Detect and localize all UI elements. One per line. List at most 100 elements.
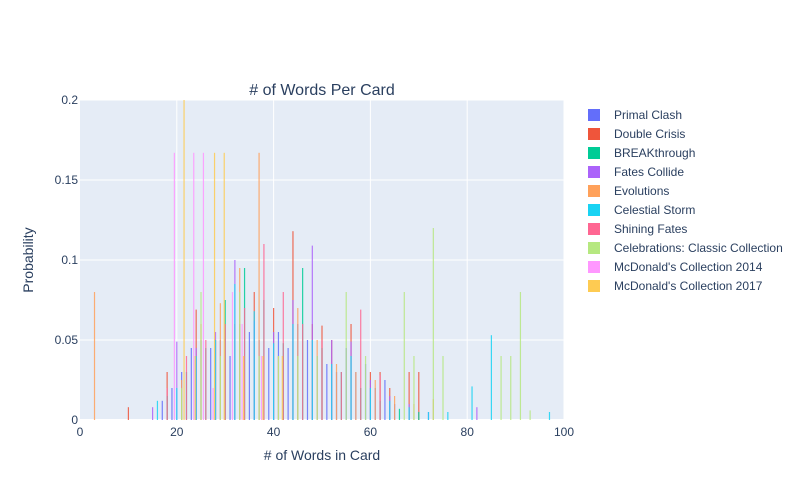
bar-4-9 [335,364,338,420]
bar-4-5 [258,152,260,421]
bar-5-4 [234,284,236,420]
bar-5-5 [253,311,255,420]
bar-0-9 [248,332,250,420]
bar-8-2 [202,152,205,421]
legend: Primal Clash Double Crisis BREAKthrough Fat… [588,108,783,293]
legend-swatch [588,166,600,178]
bar-6-7 [302,324,304,420]
bar-6-11 [379,375,381,420]
bar-5-12 [389,400,391,420]
bar-0-5 [210,348,212,420]
bar-9-5 [262,356,264,420]
bar-0-17 [326,364,328,420]
bar-7-3 [239,292,241,420]
bar-8-0 [173,152,175,421]
bar-0-3 [190,348,192,420]
bar-7-4 [258,356,260,420]
y-tick-label: 0.1 [61,253,78,267]
x-tick-label: 80 [461,425,475,439]
bar-3-1 [176,341,178,420]
bar-4-12 [394,396,396,420]
bar-1-0 [127,407,129,420]
bar-5-18 [548,412,551,420]
bar-2-12 [398,408,401,420]
legend-swatch [588,204,600,216]
bar-8-3 [212,388,214,420]
bar-7-12 [432,228,434,420]
bar-3-8 [311,245,313,420]
bar-8-6 [260,356,263,420]
bar-7-10 [403,292,405,420]
bar-6-10 [360,309,362,420]
bar-5-10 [350,356,352,420]
bar-0-15 [306,340,309,420]
bar-5-13 [408,407,410,420]
y-tick-label: 0.05 [55,333,79,347]
bar-9-2 [213,152,216,421]
bar-5-1 [176,388,178,420]
bar-0-7 [229,356,231,420]
x-tick-label: 100 [554,425,574,439]
bar-3-15 [476,407,478,420]
bar-7-8 [345,292,347,420]
bar-7-0 [181,388,183,420]
bar-5-6 [273,343,275,420]
bar-4-11 [374,380,376,420]
legend-label: Celebrations: Classic Collection [614,241,783,255]
bar-7-11 [413,356,415,420]
y-axis-label: Probability [20,227,36,292]
bar-5-11 [369,388,371,420]
bar-3-0 [152,407,154,420]
legend-label: Celestial Storm [614,203,695,217]
legend-swatch [588,128,600,140]
legend-swatch [588,185,600,197]
legend-swatch [588,242,600,254]
bar-7-7 [316,356,318,420]
bar-7-16 [519,292,522,420]
legend-label: McDonald's Collection 2014 [614,260,763,274]
bar-6-5 [263,244,265,420]
bars [93,100,551,421]
bar-6-0 [166,388,168,420]
legend-swatch [588,223,600,235]
bar-5-16 [471,386,473,420]
legend-swatch [588,261,600,273]
bar-7-15 [510,356,512,420]
legend-label: Evolutions [614,184,669,198]
bar-0-0 [161,400,163,420]
legend-swatch [588,147,600,159]
bar-4-0 [93,292,96,420]
bar-7-14 [500,356,502,420]
legend-label: Fates Collide [614,165,684,179]
bar-5-15 [447,412,449,420]
bar-7-6 [297,356,299,420]
bar-5-0 [156,400,159,420]
axis-ticks: 0 20 40 60 80 100 0 0.05 0.1 0.15 0.2 [55,93,575,439]
bar-6-9 [340,372,342,420]
bar-5-7 [292,324,294,420]
bar-7-13 [442,356,444,420]
bar-8-5 [241,324,243,420]
legend-label: BREAKthrough [614,146,695,160]
bar-5-9 [331,364,333,420]
bar-6-8 [321,340,323,420]
bar-9-1 [194,356,196,420]
bar-4-10 [355,372,357,420]
x-tick-label: 0 [77,425,84,439]
bar-6-1 [185,356,188,420]
legend-label: McDonald's Collection 2017 [614,279,763,293]
bar-7-2 [219,356,221,420]
bar-9-3 [223,152,225,421]
x-tick-label: 40 [267,425,281,439]
bar-0-23 [384,380,386,420]
bar-5-2 [195,356,197,420]
bar-7-5 [277,356,280,420]
bar-7-1 [200,292,202,420]
bar-6-6 [282,292,284,420]
bar-0-11 [268,348,270,420]
bar-0-13 [287,348,289,420]
y-tick-label: 0.15 [55,173,79,187]
bar-2-13 [418,412,420,420]
